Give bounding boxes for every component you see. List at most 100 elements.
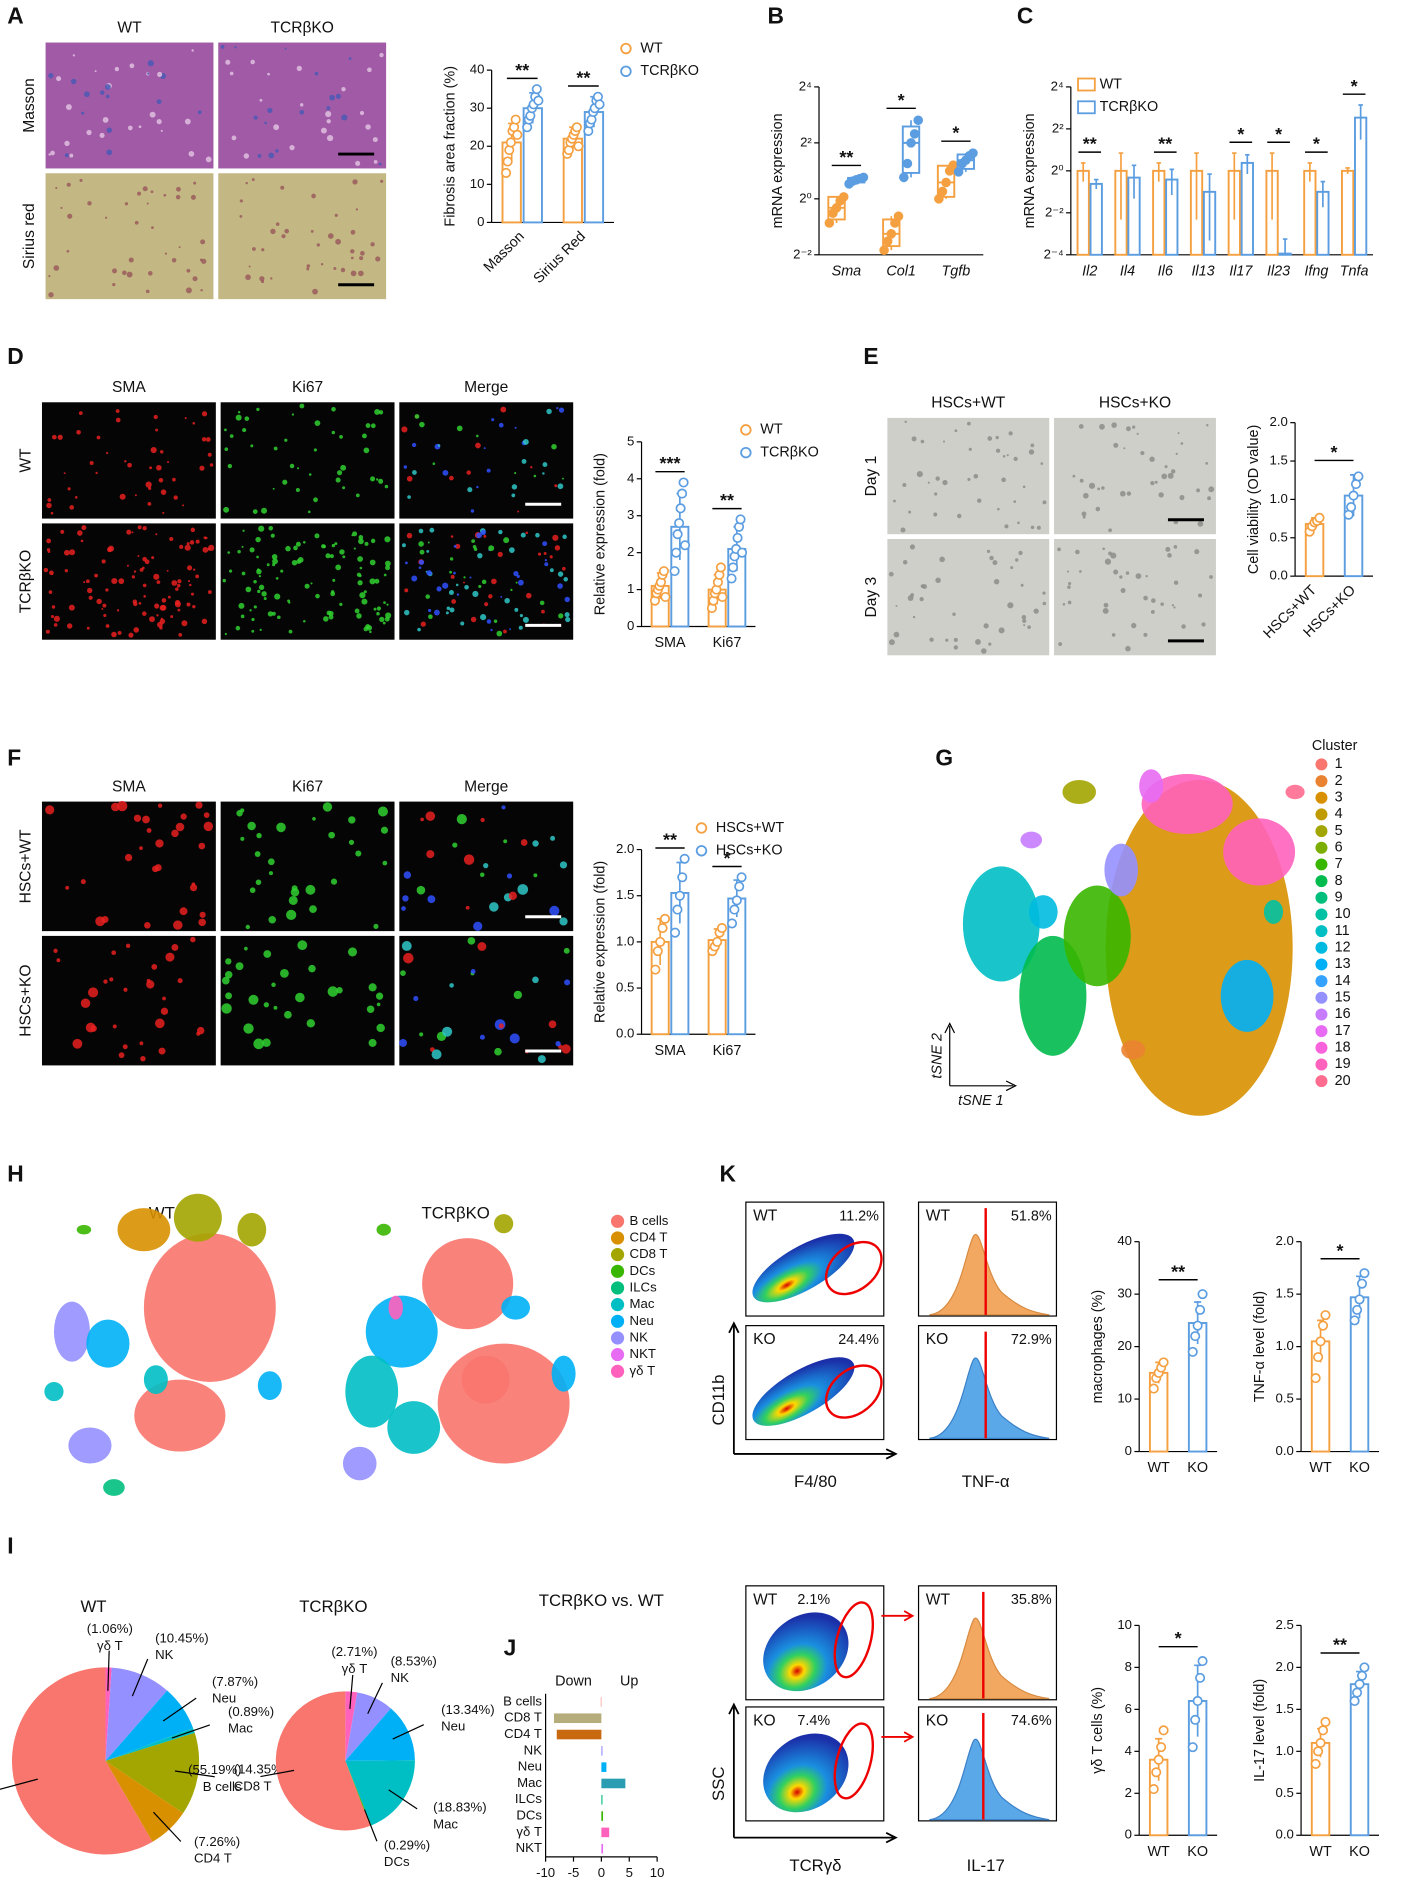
y-tick-label: 1.0 <box>1276 1338 1294 1353</box>
data-point <box>838 192 849 202</box>
legend-label: 1 <box>1335 756 1343 772</box>
texture <box>908 510 912 514</box>
leader-line <box>171 1724 211 1739</box>
error-bar <box>1156 162 1162 182</box>
texture <box>299 109 305 115</box>
texture <box>1013 456 1018 462</box>
bar <box>601 1794 603 1805</box>
texture <box>554 545 561 551</box>
texture <box>327 233 334 239</box>
panel-letter: C <box>1017 2 1033 28</box>
texture <box>405 561 408 565</box>
slice-value: (55.19%) <box>188 1762 242 1777</box>
texture <box>105 588 109 592</box>
texture <box>909 544 916 550</box>
micrograph <box>399 935 574 1066</box>
texture <box>432 462 436 466</box>
cell-region <box>501 1295 531 1320</box>
cell-region <box>237 1212 267 1247</box>
texture <box>80 539 84 543</box>
texture <box>479 1034 485 1040</box>
texture <box>328 831 335 839</box>
group-label: WT <box>753 1208 778 1225</box>
y-tick-label: 30 <box>470 100 485 115</box>
y-tick-label: NKT <box>516 1840 542 1855</box>
data-point <box>1195 1304 1206 1315</box>
slice-value: (7.87%) <box>212 1674 258 1689</box>
texture <box>51 605 56 609</box>
data-point <box>715 562 726 573</box>
texture <box>105 94 110 99</box>
y-tick-label: CD8 T <box>504 1710 542 1725</box>
data-point <box>717 591 728 603</box>
legend-label: Neu <box>630 1313 654 1328</box>
texture <box>224 428 227 432</box>
texture <box>275 149 279 153</box>
texture <box>378 478 384 484</box>
texture <box>237 549 241 554</box>
cell-region <box>387 1401 441 1454</box>
texture <box>514 472 517 475</box>
data-point <box>677 488 688 499</box>
texture <box>178 632 183 637</box>
texture <box>1072 474 1076 478</box>
axis-title: TCRγδ <box>789 1856 841 1875</box>
texture <box>966 421 971 426</box>
texture <box>223 506 230 513</box>
texture <box>83 581 86 584</box>
y-tick-label: 30 <box>1117 1286 1132 1301</box>
data-point <box>510 114 521 125</box>
texture <box>326 106 331 110</box>
data-point <box>1320 1310 1331 1321</box>
y-tick-label: 2⁻² <box>1045 204 1064 219</box>
texture <box>374 408 381 415</box>
texture <box>180 813 187 820</box>
texture <box>170 615 174 619</box>
y-tick-label: 2.0 <box>1276 1659 1294 1674</box>
texture <box>1097 487 1101 491</box>
texture <box>488 594 493 599</box>
micrograph <box>41 801 216 932</box>
texture <box>562 534 567 540</box>
texture <box>559 861 568 869</box>
texture <box>558 613 564 619</box>
data-point <box>735 514 746 525</box>
texture <box>998 627 1005 634</box>
texture <box>111 950 117 956</box>
texture <box>380 826 389 834</box>
cell-region <box>44 1381 64 1402</box>
texture <box>929 637 934 642</box>
data-point <box>650 964 661 975</box>
texture <box>336 987 343 994</box>
cluster-region <box>1285 784 1305 800</box>
texture <box>106 451 109 455</box>
texture <box>143 595 146 598</box>
texture <box>245 274 251 281</box>
texture <box>299 403 305 409</box>
data-point <box>1192 1320 1203 1331</box>
histogram-value: 35.8% <box>1011 1592 1052 1608</box>
y-tick-label: 8 <box>1125 1659 1132 1674</box>
texture <box>165 952 175 962</box>
texture <box>1082 515 1086 519</box>
texture <box>1088 482 1096 489</box>
data-point <box>893 211 904 222</box>
cluster-region <box>1263 899 1284 924</box>
texture <box>1022 618 1027 624</box>
gate <box>833 1722 875 1800</box>
texture <box>369 630 372 634</box>
texture <box>373 607 377 611</box>
texture <box>249 609 252 612</box>
texture <box>176 186 181 192</box>
texture <box>557 483 564 490</box>
legend-swatch <box>610 1331 625 1345</box>
significance-label: * <box>952 123 959 143</box>
texture <box>496 630 503 637</box>
texture <box>406 532 413 539</box>
data-point <box>1349 1315 1360 1326</box>
y-tick-label: 20 <box>470 138 485 153</box>
texture <box>79 178 83 182</box>
texture <box>86 626 90 630</box>
legend-swatch <box>610 1248 625 1262</box>
group-label: KO <box>753 1712 776 1729</box>
